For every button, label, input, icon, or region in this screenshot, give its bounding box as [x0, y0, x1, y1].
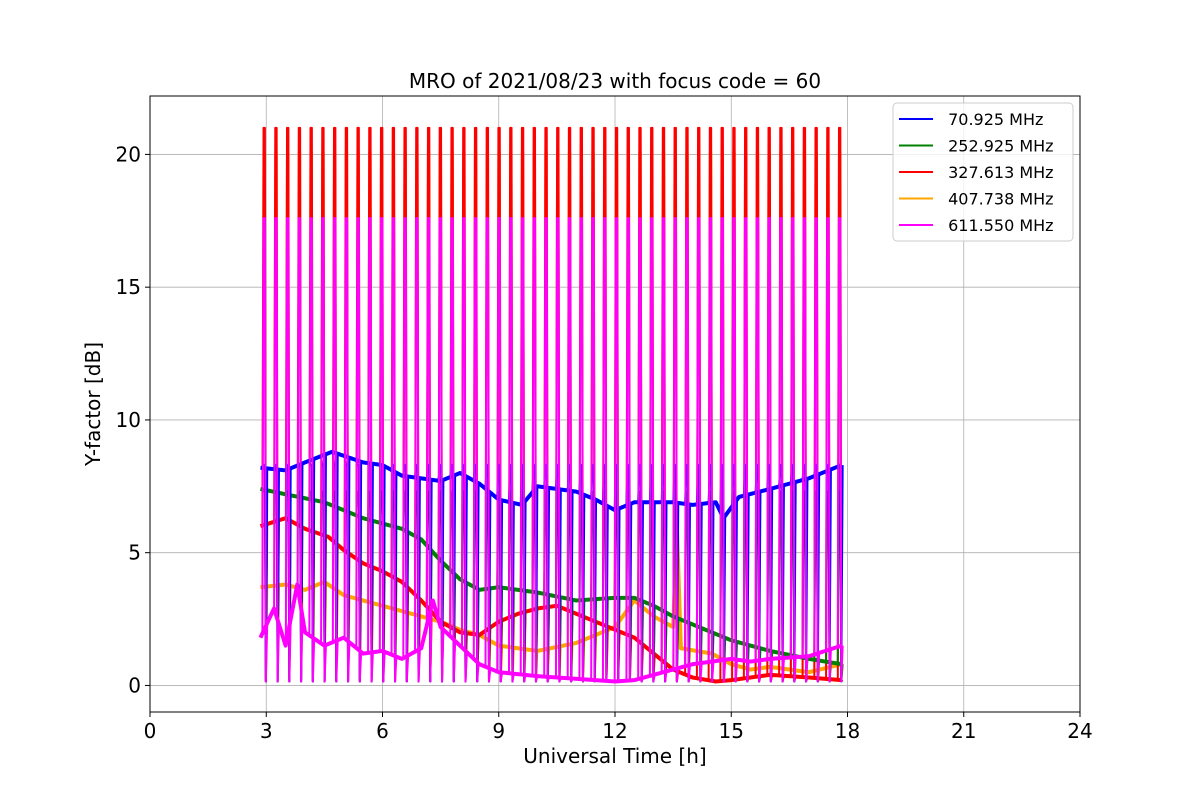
calibration-pulse	[601, 217, 609, 683]
calibration-pulse	[707, 217, 715, 683]
calibration-pulse	[261, 217, 269, 683]
y-tick-label: 20	[116, 142, 141, 166]
chart-title: MRO of 2021/08/23 with focus code = 60	[409, 69, 821, 93]
calibration-pulse	[648, 217, 656, 683]
calibration-pulse	[660, 217, 668, 683]
calibration-pulse	[637, 217, 644, 683]
calibration-pulse	[284, 217, 292, 683]
x-tick-label: 15	[719, 719, 744, 743]
x-tick-label: 21	[951, 719, 976, 743]
calibration-pulse	[425, 217, 433, 683]
calibration-pulse	[625, 217, 632, 683]
calibration-pulse	[684, 217, 691, 683]
y-tick-label: 10	[116, 408, 141, 432]
x-tick-label: 24	[1067, 719, 1092, 743]
calibration-pulse	[754, 217, 762, 683]
calibration-pulse	[672, 217, 680, 683]
calibration-pulse	[390, 217, 398, 683]
calibration-pulse	[273, 217, 280, 683]
calibration-pulse	[742, 217, 750, 683]
calibration-pulse	[331, 217, 339, 683]
calibration-pulse	[731, 217, 738, 683]
calibration-pulse	[566, 217, 574, 683]
series-layer	[258, 126, 844, 684]
calibration-pulse	[590, 217, 597, 683]
calibration-pulse	[519, 217, 527, 683]
y-axis-label: Y-factor [dB]	[81, 342, 105, 467]
legend-label: 252.925 MHz	[943, 137, 1054, 156]
series-baseline	[258, 582, 844, 684]
legend-label: 327.613 MHz	[943, 163, 1054, 182]
x-tick-label: 0	[144, 719, 157, 743]
calibration-pulse	[801, 217, 809, 683]
calibration-pulse	[613, 217, 620, 683]
x-tick-label: 6	[376, 719, 389, 743]
legend-box	[892, 102, 1074, 242]
calibration-pulse	[531, 217, 539, 683]
calibration-pulse	[766, 217, 774, 683]
calibration-pulse	[367, 217, 374, 683]
calibration-pulse	[836, 217, 844, 683]
legend-label: 611.550 MHz	[943, 216, 1054, 235]
calibration-pulse	[343, 217, 351, 683]
calibration-pulse	[578, 217, 586, 683]
calibration-pulse	[507, 217, 515, 683]
calibration-pulse	[825, 217, 832, 683]
calibration-pulse	[320, 217, 327, 683]
calibration-pulse	[437, 217, 445, 683]
x-tick-label: 3	[260, 719, 273, 743]
calibration-pulse	[296, 217, 304, 683]
x-tick-label: 12	[602, 719, 627, 743]
calibration-pulse	[449, 217, 457, 683]
y-tick-label: 5	[128, 541, 141, 565]
calibration-pulse	[695, 217, 703, 683]
legend-label: 407.738 MHz	[943, 190, 1054, 209]
y-tick-label: 0	[128, 673, 141, 697]
calibration-pulse	[719, 217, 727, 683]
axis-layer: 0 3 6 9 12 15 18 21 24 0 5 10 15 20	[116, 142, 1093, 743]
calibration-pulse	[778, 217, 785, 683]
series-4	[258, 217, 844, 684]
y-tick-label: 15	[116, 275, 141, 299]
calibration-pulse	[472, 217, 480, 683]
calibration-pulse	[496, 217, 504, 683]
calibration-pulse	[484, 217, 492, 683]
calibration-pulse	[414, 217, 421, 683]
calibration-pulse	[355, 217, 363, 683]
calibration-pulse	[554, 217, 562, 683]
x-tick-label: 9	[492, 719, 505, 743]
legend: 70.925 MHz 252.925 MHz 327.613 MHz 407.7…	[892, 102, 1074, 242]
x-tick-label: 18	[835, 719, 860, 743]
calibration-pulse	[402, 217, 410, 683]
x-axis-label: Universal Time [h]	[523, 744, 706, 768]
calibration-pulse	[543, 217, 551, 683]
calibration-pulse	[461, 217, 468, 683]
calibration-pulse	[378, 217, 386, 683]
calibration-pulse	[308, 217, 316, 683]
calibration-pulse	[789, 217, 797, 683]
legend-label: 70.925 MHz	[943, 110, 1043, 129]
calibration-pulse	[813, 217, 821, 683]
